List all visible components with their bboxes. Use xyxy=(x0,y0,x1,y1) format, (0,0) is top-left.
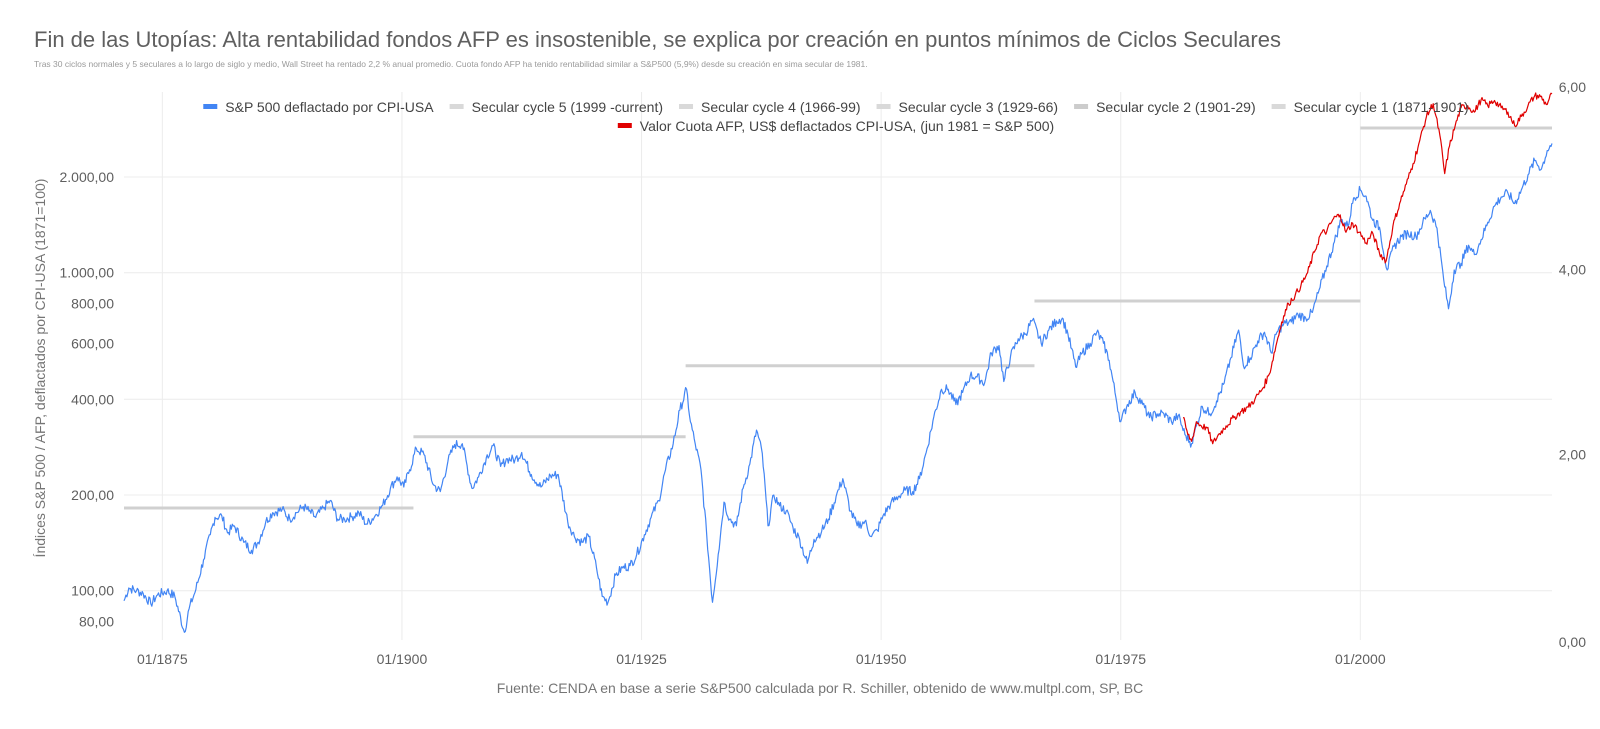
y-left-tick-label: 80,00 xyxy=(79,614,114,630)
legend-swatch xyxy=(1271,104,1286,109)
legend-swatch xyxy=(876,104,891,109)
series-lines xyxy=(123,92,1553,633)
y-left-tick-label: 400,00 xyxy=(71,391,114,407)
chart-subtitle: Tras 30 ciclos normales y 5 seculares a … xyxy=(34,59,868,69)
legend-swatch xyxy=(449,104,464,109)
chart-title: Fin de las Utopías: Alta rentabilidad fo… xyxy=(34,27,1281,52)
y-left-tick-label: 2.000,00 xyxy=(60,169,115,185)
x-tick-label: 01/1900 xyxy=(377,651,428,667)
legend-swatch xyxy=(617,123,632,128)
legend-label: Secular cycle 2 (1901-29) xyxy=(1096,99,1256,115)
x-tick-label: 01/1950 xyxy=(856,651,907,667)
legend-label: Secular cycle 5 (1999 -current) xyxy=(472,99,663,115)
y-right-tick-label: 4,00 xyxy=(1559,261,1586,277)
y-axis-title: Índices S&P 500 / AFP, deflactados por C… xyxy=(32,179,48,558)
legend-label: S&P 500 deflactado por CPI-USA xyxy=(225,99,434,115)
legend-label: Secular cycle 4 (1966-99) xyxy=(701,99,861,115)
axis-ticks: 80,00 100,00 200,00 400,00 600,00 800,00 1.000… xyxy=(60,79,1587,667)
legend: S&P 500 deflactado por CPI-USA Secular cy… xyxy=(203,99,1469,134)
y-left-tick-label: 600,00 xyxy=(71,335,114,351)
legend-swatch xyxy=(679,104,694,109)
x-tick-label: 01/2000 xyxy=(1335,651,1386,667)
y-left-tick-label: 100,00 xyxy=(71,583,114,599)
source-note: Fuente: CENDA en base a serie S&P500 cal… xyxy=(497,680,1143,696)
x-tick-label: 01/1975 xyxy=(1095,651,1146,667)
y-right-tick-label: 2,00 xyxy=(1559,447,1586,463)
legend-label: Secular cycle 1 (1871-1901) xyxy=(1294,99,1469,115)
x-tick-label: 01/1875 xyxy=(137,651,188,667)
legend-swatch xyxy=(203,104,218,109)
legend-label: Valor Cuota AFP, US$ deflactados CPI-USA… xyxy=(640,118,1054,134)
afp-quota-line xyxy=(1183,92,1553,445)
x-tick-label: 01/1925 xyxy=(616,651,667,667)
sp500-line xyxy=(123,143,1553,633)
legend-label: Secular cycle 3 (1929-66) xyxy=(899,99,1059,115)
gridlines xyxy=(124,92,1552,640)
y-right-tick-label: 0,00 xyxy=(1559,634,1586,650)
secular-cycle-lines xyxy=(124,126,1552,510)
legend-swatch xyxy=(1074,104,1089,109)
y-right-tick-label: 6,00 xyxy=(1559,79,1586,95)
y-left-tick-label: 800,00 xyxy=(71,296,114,312)
y-left-tick-label: 200,00 xyxy=(71,487,114,503)
y-left-tick-label: 1.000,00 xyxy=(60,265,115,281)
